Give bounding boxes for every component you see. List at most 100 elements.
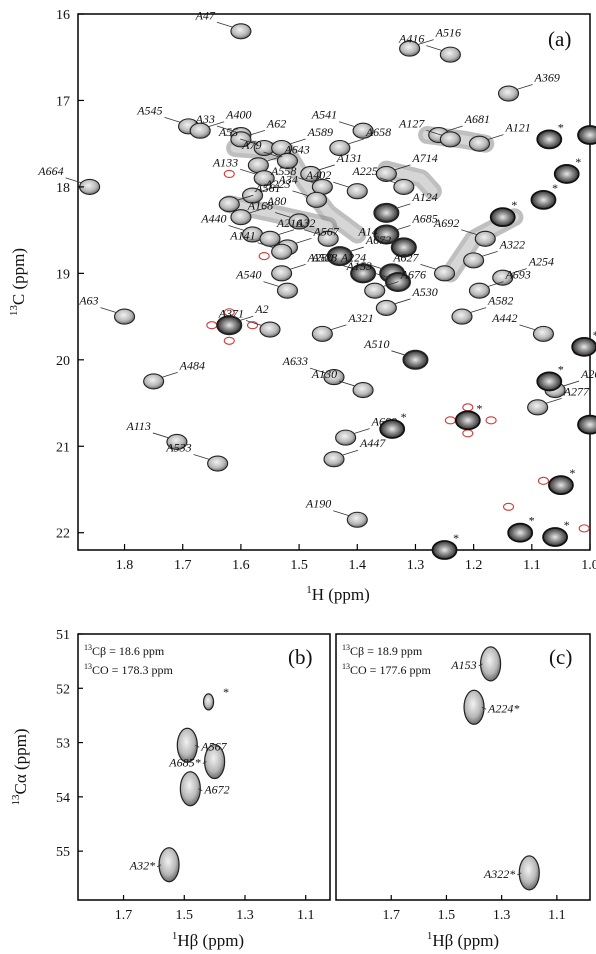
peak-a689 bbox=[335, 429, 357, 446]
peak-a47 bbox=[230, 23, 252, 40]
y-tick-label: 51 bbox=[56, 628, 70, 643]
peak-a224-star bbox=[463, 689, 485, 725]
peak-a216 bbox=[317, 230, 339, 247]
peak-a223 bbox=[305, 191, 328, 208]
peak-a447 bbox=[323, 451, 345, 468]
peak-label: A277 bbox=[563, 384, 590, 398]
peak-a168 bbox=[288, 213, 310, 230]
panel-c-plot: A153 A224* A322* 1.7 1.5 1.3 1.1 (c) 13Cβ = 1… bbox=[335, 633, 591, 950]
peak-label: A589 bbox=[307, 125, 333, 139]
x-tick-label: 1.5 bbox=[438, 908, 456, 923]
unassigned-peak bbox=[553, 164, 580, 184]
peak-label: A627 bbox=[392, 250, 419, 264]
peak-label: A127 bbox=[398, 116, 425, 130]
panel-c-x-axis-label: 1Hβ (ppm) bbox=[427, 930, 499, 950]
peak-label: A131 bbox=[336, 151, 362, 165]
peak-label: * bbox=[223, 685, 229, 699]
peak-label: A440 bbox=[200, 211, 226, 225]
peak-label: A133 bbox=[212, 155, 238, 169]
peak-a714 bbox=[375, 165, 397, 182]
peak-label: A62 bbox=[266, 116, 286, 130]
x-tick-label: 1.3 bbox=[407, 558, 425, 573]
peak-a516 bbox=[399, 40, 421, 57]
peak-label: A681 bbox=[464, 112, 490, 126]
unassigned-peak bbox=[577, 125, 596, 145]
x-tick-label: 1.7 bbox=[115, 908, 133, 923]
peak-label: A540 bbox=[235, 268, 261, 282]
peak-label: A672 bbox=[203, 783, 229, 797]
peak-label: A141 bbox=[229, 229, 255, 243]
peak-a582 bbox=[451, 308, 473, 325]
peak-a530 bbox=[375, 299, 397, 316]
unassigned-peak bbox=[489, 207, 516, 228]
peak-a322-star bbox=[518, 855, 540, 891]
peak-label: A416 bbox=[398, 32, 424, 46]
peak-a369 bbox=[497, 85, 520, 102]
peak-label: A280 bbox=[307, 250, 333, 264]
peak-a484 bbox=[143, 373, 165, 390]
peak-label: A510 bbox=[363, 337, 389, 351]
peak-label: A567 bbox=[312, 224, 339, 238]
peak-label: A676 bbox=[400, 268, 426, 282]
y-tick-label: 22 bbox=[56, 527, 70, 542]
peak-label: A32* bbox=[129, 859, 155, 873]
peak-label: A516 bbox=[435, 26, 461, 40]
x-tick-label: 1.1 bbox=[297, 908, 315, 923]
peak-a32-star bbox=[158, 847, 180, 883]
panel-b-x-axis-label: 1Hβ (ppm) bbox=[172, 930, 244, 950]
peak-a672 bbox=[326, 246, 353, 267]
peak-label: A447 bbox=[359, 436, 386, 450]
peak-a633 bbox=[323, 369, 345, 386]
peak-label: A14 bbox=[357, 224, 377, 238]
peak-a113 bbox=[166, 433, 188, 450]
panel-c-condition-2: 13CO = 177.6 ppm bbox=[342, 662, 431, 677]
peak-a280 bbox=[271, 265, 293, 282]
peak-a153 bbox=[480, 646, 502, 682]
x-tick-label: 1.4 bbox=[349, 558, 367, 573]
peak-a2 bbox=[216, 315, 243, 336]
peak-label: A558 bbox=[270, 164, 296, 178]
y-tick-label: 17 bbox=[56, 94, 70, 109]
peak-a133 bbox=[253, 170, 275, 187]
peak-label: A322* bbox=[483, 867, 515, 881]
peak-label: A113 bbox=[125, 419, 150, 433]
peak-label: A254 bbox=[528, 255, 554, 269]
peak-label: A321 bbox=[347, 311, 373, 325]
peak-a533 bbox=[207, 455, 229, 472]
peak-a322 bbox=[463, 252, 485, 269]
x-tick-label: 1.0 bbox=[581, 558, 596, 573]
unassigned-peak bbox=[379, 419, 406, 439]
peak-label: A223 bbox=[264, 177, 290, 191]
panel-b-label: (b) bbox=[288, 645, 313, 669]
y-tick-label: 18 bbox=[56, 181, 70, 196]
unassigned-marker: * bbox=[557, 120, 563, 134]
unassigned-peak bbox=[542, 527, 568, 547]
peak-label: A190 bbox=[305, 497, 331, 511]
x-tick-label: 1.6 bbox=[232, 558, 250, 573]
peak-label: A263 bbox=[580, 367, 596, 381]
peak-a416 bbox=[439, 46, 461, 63]
unassigned-marker: * bbox=[557, 362, 563, 376]
peak-label: A530 bbox=[411, 285, 437, 299]
peak-label: A369 bbox=[534, 71, 560, 85]
peak-label: A541 bbox=[311, 108, 337, 122]
unassigned-peak bbox=[536, 371, 563, 392]
x-tick-label: 1.1 bbox=[548, 908, 566, 923]
peak-a80 bbox=[230, 209, 252, 226]
peak-label: A79 bbox=[241, 138, 261, 152]
peak-label: A714 bbox=[411, 151, 437, 165]
unassigned-peak bbox=[530, 189, 557, 210]
peak-label: A32 bbox=[295, 216, 315, 230]
peak-a442 bbox=[532, 325, 555, 342]
peak-label: A47 bbox=[195, 8, 216, 22]
peak-a371 bbox=[259, 321, 281, 338]
peak-a567 bbox=[176, 727, 198, 763]
peak-a541 bbox=[352, 122, 374, 139]
peak-a676 bbox=[364, 282, 386, 299]
peak-a277 bbox=[527, 399, 549, 416]
panel-a-y-axis-label: 13C (ppm) bbox=[8, 248, 28, 316]
unassigned-peak bbox=[507, 522, 534, 543]
peak-label: A63 bbox=[78, 294, 98, 308]
peak-label: A402 bbox=[305, 168, 331, 182]
